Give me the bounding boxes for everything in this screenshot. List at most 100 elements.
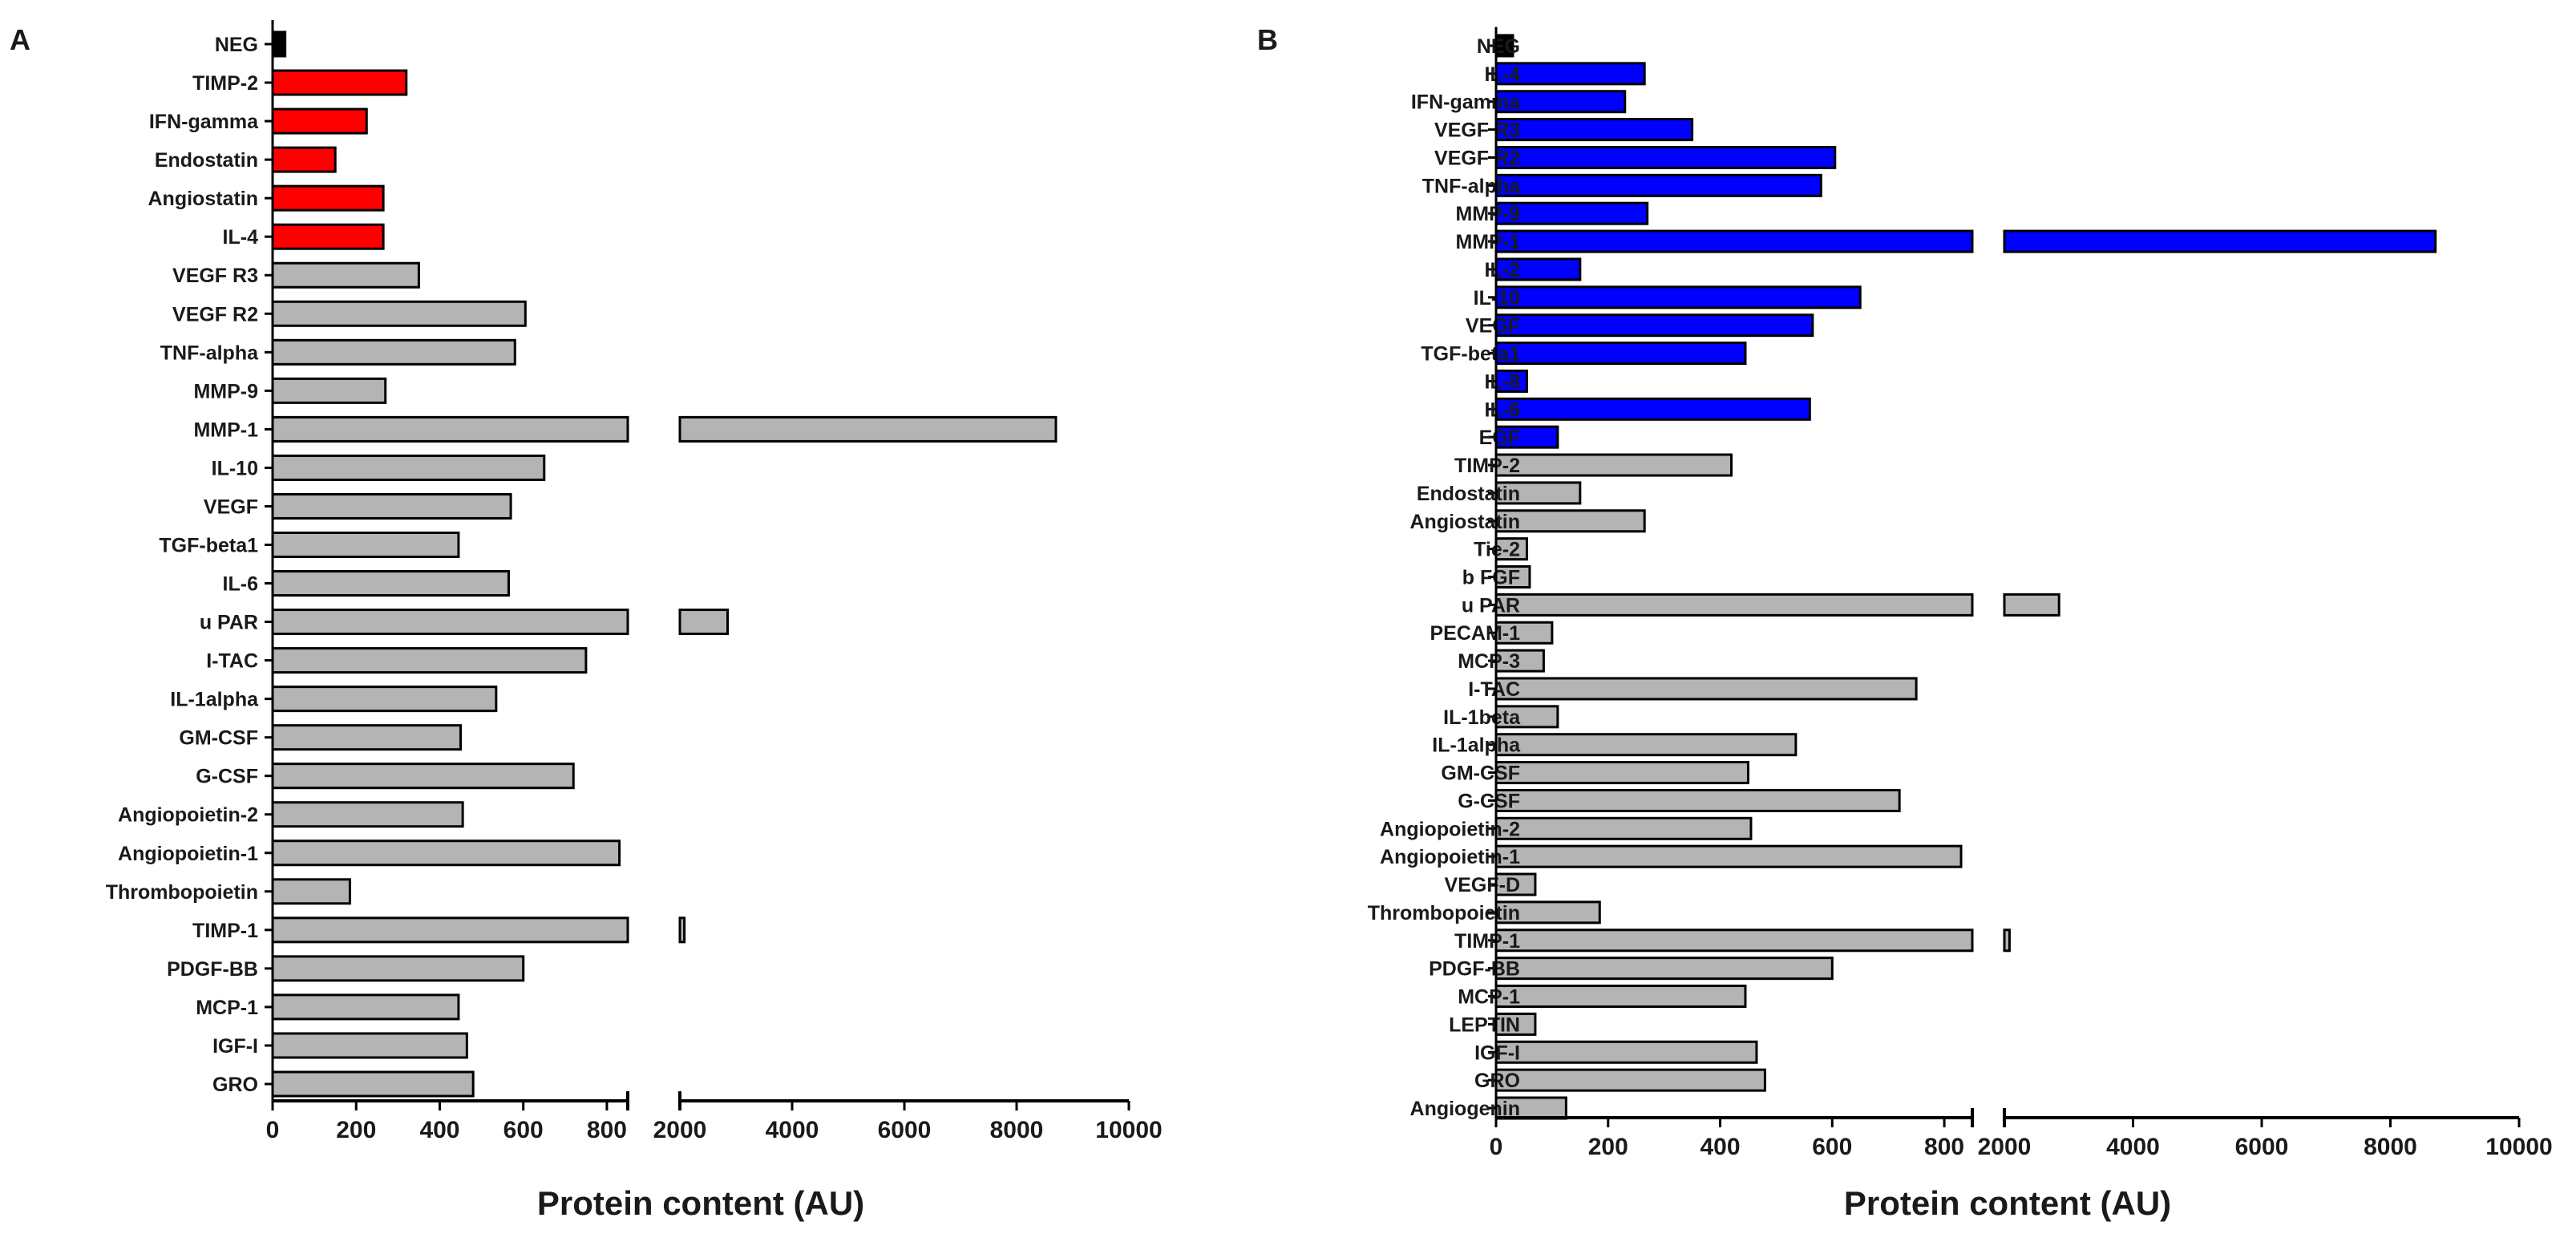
category-label-egf: EGF bbox=[1479, 427, 1520, 449]
category-label-ifn-gamma: IFN-gamma bbox=[1411, 91, 1521, 114]
x-tick-label-600: 600 bbox=[1812, 1134, 1852, 1160]
bar-timp-2 bbox=[1494, 453, 1733, 477]
category-label-gro: GRO bbox=[212, 1074, 258, 1096]
bar-angiopoietin-2 bbox=[271, 801, 464, 828]
bar-mcp-1 bbox=[1494, 985, 1747, 1009]
category-label-gro: GRO bbox=[1474, 1070, 1520, 1092]
bar-angiopoietin-1 bbox=[271, 839, 621, 867]
x-tick-label-200: 200 bbox=[1588, 1134, 1628, 1160]
category-label-gm-csf: GM-CSF bbox=[1441, 763, 1520, 785]
bar-il-6 bbox=[1494, 397, 1811, 421]
category-label-il-6: IL-6 bbox=[1485, 398, 1520, 421]
bar-timp-1 bbox=[1494, 928, 1974, 953]
category-label-endostatin: Endostatin bbox=[155, 149, 258, 172]
panel-b: B NEG IL-4 IFN-gamma VEGF R3 VEGF R2 TNF-alpha… bbox=[1257, 23, 2553, 1222]
category-label-ifn-gamma: IFN-gamma bbox=[149, 111, 259, 133]
bar-il-1alpha bbox=[1494, 733, 1798, 757]
x-tick-label-2000: 2000 bbox=[1978, 1134, 2032, 1160]
bar-mmp-1 bbox=[271, 415, 629, 443]
category-label-timp-2: TIMP-2 bbox=[1454, 455, 1520, 477]
bar-pdgf-bb bbox=[1494, 957, 1834, 981]
bar-igf-i bbox=[1494, 1040, 1758, 1064]
bar-thrombopoietin bbox=[1494, 900, 1601, 924]
category-label-il-4: IL-4 bbox=[1485, 63, 1521, 86]
bar-tie-2 bbox=[1494, 537, 1528, 561]
category-label-mcp-1: MCP-1 bbox=[1458, 986, 1520, 1009]
bar-mmp-1 bbox=[1494, 229, 1974, 253]
bar-gm-csf bbox=[1494, 761, 1749, 785]
x-tick-label-4000: 4000 bbox=[766, 1117, 819, 1143]
x-axis-title: Protein content (AU) bbox=[1844, 1184, 2171, 1222]
bar-angiopoietin-1 bbox=[1494, 844, 1963, 868]
category-label-igf-i: IGF-I bbox=[1474, 1042, 1520, 1064]
x-tick-label-400: 400 bbox=[1700, 1134, 1740, 1160]
bar-il-8 bbox=[1494, 369, 1528, 393]
bar-il-1beta bbox=[1494, 705, 1559, 729]
category-label-mmp-1: MMP-1 bbox=[193, 419, 258, 441]
category-label-il-6: IL-6 bbox=[223, 573, 258, 596]
category-label-timp-1: TIMP-1 bbox=[1454, 930, 1520, 953]
bar-mcp-3 bbox=[1494, 649, 1545, 673]
category-label-pdgf-bb: PDGF-BB bbox=[1429, 958, 1520, 981]
bar-egf bbox=[1494, 425, 1559, 449]
x-tick-label-200: 200 bbox=[336, 1117, 376, 1143]
category-label-thrombopoietin: Thrombopoietin bbox=[1368, 902, 1520, 924]
bar-vegf-r2 bbox=[1494, 145, 1837, 169]
category-label-il-10: IL-10 bbox=[212, 457, 258, 479]
category-label-leptin: LEPTIN bbox=[1449, 1013, 1520, 1036]
x-tick-label-4000: 4000 bbox=[2106, 1134, 2160, 1160]
x-tick-label-800: 800 bbox=[587, 1117, 627, 1143]
category-label-vegf: VEGF bbox=[1466, 315, 1520, 338]
category-label-angiopoietin-1: Angiopoietin-1 bbox=[118, 843, 258, 865]
bar-vegf-r3 bbox=[1494, 118, 1694, 142]
category-label-vegf-r3: VEGF R3 bbox=[1434, 119, 1520, 142]
bar-u-par bbox=[1494, 593, 1974, 617]
category-label-tgf-beta1: TGF-beta1 bbox=[159, 534, 258, 556]
category-label-vegf-r2: VEGF R2 bbox=[172, 303, 258, 326]
bar-ifn-gamma bbox=[271, 107, 368, 135]
category-label-timp-1: TIMP-1 bbox=[192, 920, 258, 942]
category-label-gm-csf: GM-CSF bbox=[179, 727, 258, 750]
category-label-neg: NEG bbox=[1477, 35, 1520, 58]
category-label-g-csf: G-CSF bbox=[196, 766, 258, 788]
category-label-il-1alpha: IL-1alpha bbox=[1432, 734, 1521, 757]
bar-endostatin bbox=[1494, 481, 1582, 505]
panel-a: A NEG TIMP-2 IFN-gamma Endostatin Angiostatin… bbox=[10, 19, 1163, 1222]
bar-u-par-continued bbox=[2003, 593, 2060, 617]
x-tick-label-600: 600 bbox=[503, 1117, 544, 1143]
bar-angiostatin bbox=[1494, 509, 1646, 533]
category-label-mmp-9: MMP-9 bbox=[193, 380, 258, 403]
bar-timp-2 bbox=[271, 69, 408, 96]
category-label-tnf-alpha: TNF-alpha bbox=[1422, 175, 1521, 197]
x-tick-label-0: 0 bbox=[266, 1117, 280, 1143]
category-label-mmp-9: MMP-9 bbox=[1455, 203, 1520, 225]
category-label-angiopoietin-2: Angiopoietin-2 bbox=[1380, 818, 1520, 840]
category-label-il-4: IL-4 bbox=[223, 226, 259, 249]
bar-gro bbox=[1494, 1068, 1766, 1092]
bar-mmp-1-continued bbox=[2003, 229, 2437, 253]
category-label-il-1alpha: IL-1alpha bbox=[170, 689, 259, 711]
bar-mmp-1-continued bbox=[678, 415, 1057, 443]
category-label-angiopoietin-2: Angiopoietin-2 bbox=[118, 804, 258, 827]
category-label-vegf-d: VEGF-D bbox=[1445, 874, 1520, 896]
bar-u-par bbox=[271, 609, 629, 636]
bar-tgf-beta1 bbox=[1494, 342, 1747, 366]
bar-vegf-r3 bbox=[271, 261, 420, 289]
bar-il-10 bbox=[271, 454, 546, 481]
bar-endostatin bbox=[271, 146, 337, 173]
x-tick-label-10000: 10000 bbox=[2485, 1134, 2552, 1160]
bar-vegf bbox=[271, 492, 512, 520]
x-tick-label-6000: 6000 bbox=[878, 1117, 932, 1143]
bar-igf-i bbox=[271, 1032, 468, 1059]
category-label-i-tac: I-TAC bbox=[1468, 678, 1520, 701]
category-label-mcp-1: MCP-1 bbox=[196, 997, 258, 1019]
bar-tgf-beta1 bbox=[271, 531, 460, 558]
category-label-mcp-3: MCP-3 bbox=[1458, 650, 1520, 673]
bar-u-par-continued bbox=[678, 609, 729, 636]
bar-i-tac bbox=[1494, 677, 1918, 701]
category-label-tgf-beta1: TGF-beta1 bbox=[1421, 343, 1520, 366]
panel-letter-b: B bbox=[1257, 23, 1278, 56]
category-label-u-par: u PAR bbox=[200, 612, 258, 634]
bar-il-4 bbox=[271, 223, 385, 250]
